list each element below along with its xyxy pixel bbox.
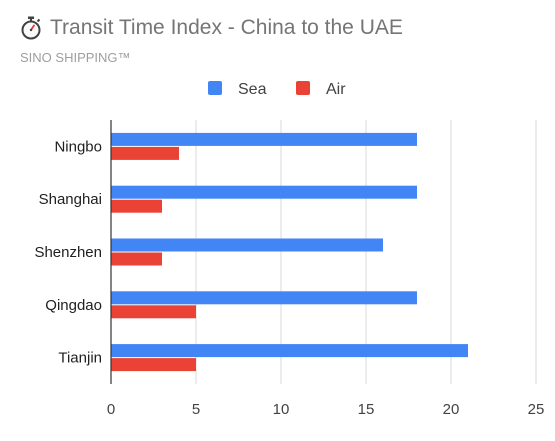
x-tick-label: 25 bbox=[528, 401, 545, 418]
legend-swatch-sea bbox=[208, 81, 222, 95]
x-tick-label: 20 bbox=[443, 401, 460, 418]
bar-air-ningbo bbox=[111, 146, 179, 160]
bar-air-shenzhen bbox=[111, 252, 162, 266]
y-tick-label: Shanghai bbox=[39, 191, 102, 208]
chart-title: Transit Time Index - China to the UAE bbox=[50, 16, 403, 39]
bar-sea-shenzhen bbox=[111, 238, 383, 252]
bar-air-qingdao bbox=[111, 305, 196, 319]
y-tick-label: Tianjin bbox=[58, 350, 102, 367]
bar-air-shanghai bbox=[111, 199, 162, 213]
stopwatch-icon bbox=[21, 16, 41, 40]
chart-title-row: Transit Time Index - China to the UAE bbox=[20, 16, 403, 40]
legend-label-air: Air bbox=[326, 81, 346, 98]
bar-sea-tianjin bbox=[111, 344, 468, 358]
x-tick-label: 5 bbox=[192, 401, 200, 418]
x-tick-label: 0 bbox=[107, 401, 115, 418]
y-tick-label: Ningbo bbox=[54, 138, 102, 155]
bar-sea-shanghai bbox=[111, 185, 417, 199]
bar-air-tianjin bbox=[111, 358, 196, 372]
x-tick-label: 10 bbox=[273, 401, 290, 418]
y-tick-label: Qingdao bbox=[45, 297, 102, 314]
legend-swatch-air bbox=[296, 81, 310, 95]
y-tick-label: Shenzhen bbox=[34, 244, 102, 261]
x-tick-label: 15 bbox=[358, 401, 375, 418]
bar-sea-ningbo bbox=[111, 132, 417, 146]
bar-sea-qingdao bbox=[111, 291, 417, 305]
chart-subtitle: SINO SHIPPING™ bbox=[20, 50, 131, 65]
legend-label-sea: Sea bbox=[238, 81, 267, 98]
